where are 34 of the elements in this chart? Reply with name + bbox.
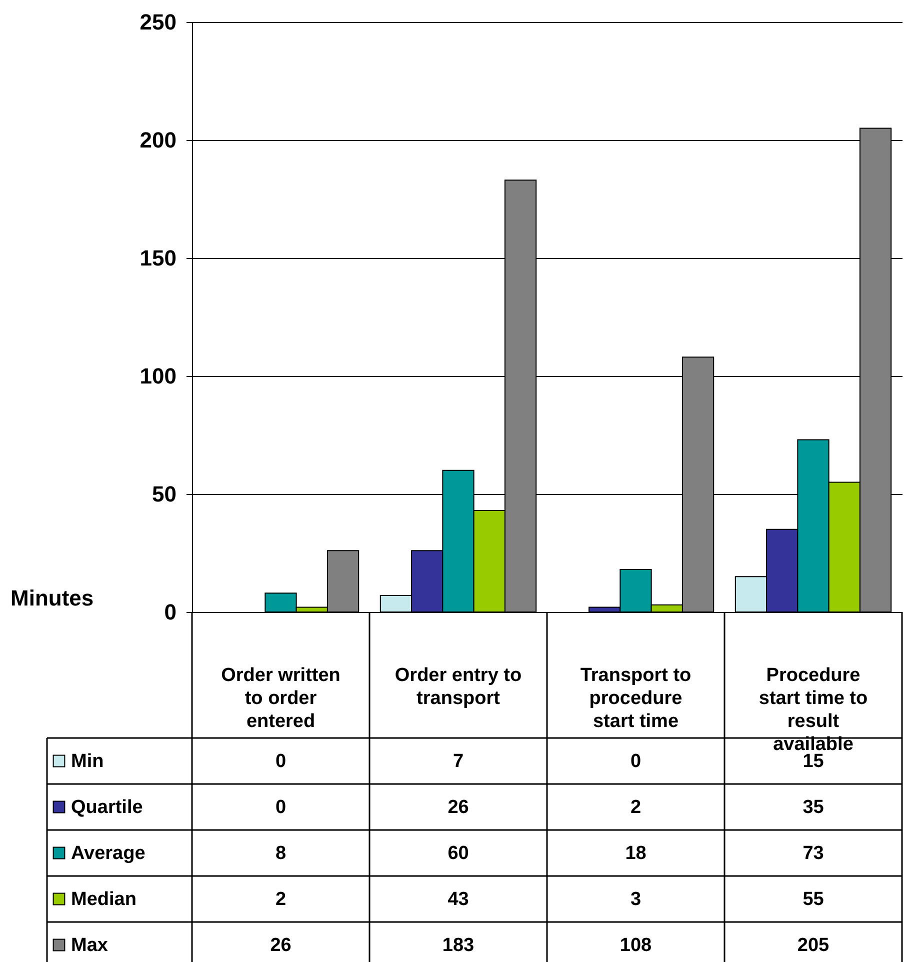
x-tick-label: Order entry to transport <box>394 665 522 709</box>
data-label: 55 <box>802 889 824 910</box>
y-tick-label: 100 <box>140 364 176 388</box>
y-tick-label: 50 <box>152 482 176 506</box>
y-tick-label: 150 <box>140 246 176 270</box>
data-label: 0 <box>275 751 286 772</box>
data-label: 26 <box>448 797 469 818</box>
data-label: 205 <box>797 935 830 956</box>
legend-label: Max <box>71 935 108 956</box>
y-tick-label: 250 <box>140 10 176 34</box>
data-label: 60 <box>448 843 469 864</box>
legend-label: Average <box>71 843 146 864</box>
y-tick-label: 200 <box>140 128 176 152</box>
data-label: 183 <box>442 935 474 956</box>
y-axis-title: Minutes <box>10 586 94 610</box>
data-label: 18 <box>625 843 646 864</box>
data-label: 2 <box>275 889 286 910</box>
legend-label: Quartile <box>71 797 143 818</box>
legend-label: Median <box>71 889 136 910</box>
y-tick-label: 0 <box>164 600 176 624</box>
data-label: 2 <box>630 797 642 818</box>
data-label: 0 <box>630 751 642 772</box>
data-label: 73 <box>802 843 824 864</box>
data-label: 8 <box>275 843 286 864</box>
data-label: 7 <box>452 751 464 772</box>
data-label: 0 <box>275 797 286 818</box>
data-label: 26 <box>270 935 292 956</box>
x-tick-label: Order written to order entered <box>221 665 340 732</box>
data-label: 43 <box>448 889 469 910</box>
data-label: 3 <box>630 889 642 910</box>
x-tick-label: Transport to procedure start time <box>580 665 692 732</box>
data-label: 35 <box>802 797 824 818</box>
data-label: 108 <box>620 935 652 956</box>
legend-label: Min <box>71 751 104 772</box>
